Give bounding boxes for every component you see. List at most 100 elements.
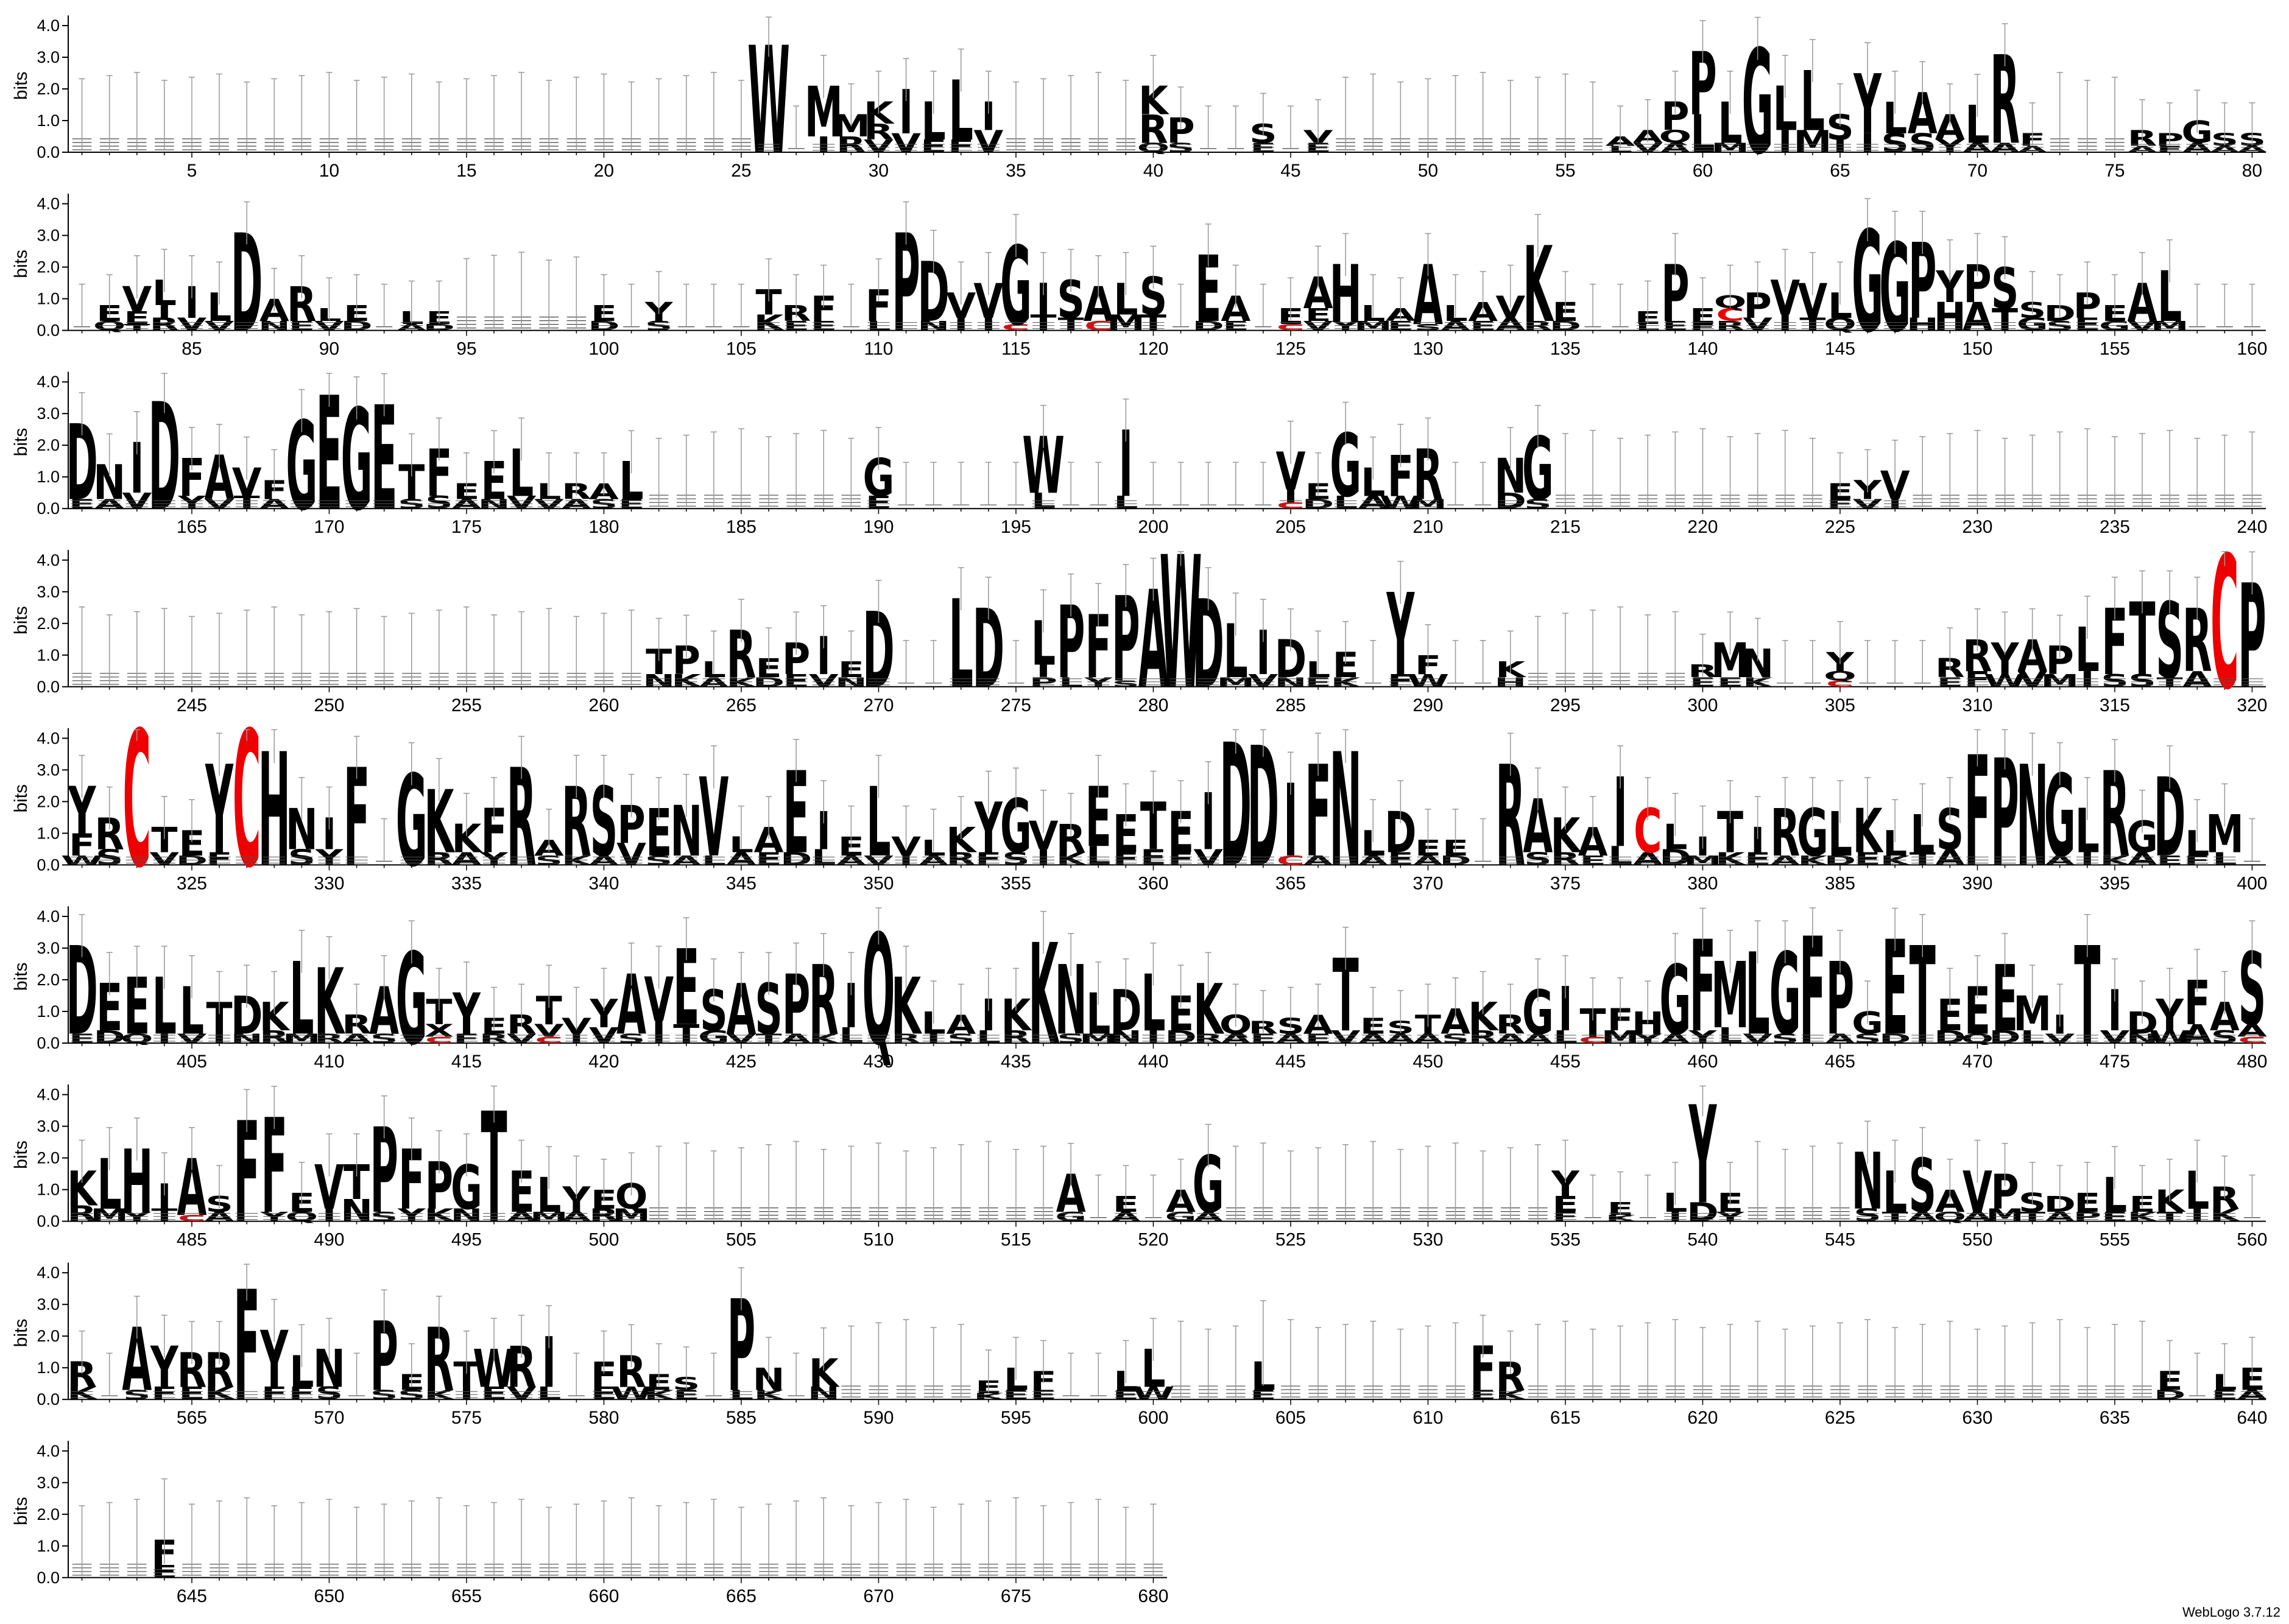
y-tick-label: 0.0 [37,1212,60,1231]
x-tick-label: 290 [1413,695,1443,715]
x-tick-label: 165 [177,517,207,537]
residue-X: X [425,1021,454,1041]
residue-S: S [123,1388,150,1403]
residue-E: E [1305,675,1331,690]
residue-G: G [2099,318,2131,334]
residue-A: A [1303,853,1334,868]
x-tick-label: 285 [1275,695,1306,715]
y-tick-label: 3.0 [37,1117,60,1136]
residue-T: T [1882,1209,1908,1225]
residue-S: S [398,1388,425,1403]
residue-A: A [1193,1209,1224,1225]
residue-E: E [1113,1388,1139,1403]
residue-Q: Q [286,1209,319,1225]
residue-S: S [1881,128,1908,158]
x-tick-label: 145 [1825,339,1855,359]
x-tick-label: 385 [1825,873,1855,893]
x-tick-label: 10 [319,161,339,181]
residue-A: A [919,853,949,868]
y-tick-label: 1.0 [37,1537,60,1555]
residue-W: W [2148,1027,2191,1047]
y-tick-label: 2.0 [37,436,60,454]
x-tick-label: 555 [2100,1230,2130,1250]
x-tick-label: 90 [319,339,339,359]
residue-I: I [817,801,831,862]
x-tick-label: 5 [187,161,197,181]
residue-K: K [1880,853,1911,868]
residue-Q: Q [1961,1032,1994,1047]
residue-I: I [817,625,831,686]
x-tick-label: 460 [1687,1052,1718,1072]
residue-I: I [2080,849,2095,869]
y-tick-label: 0.0 [37,1390,60,1408]
residue-M: M [1601,1027,1640,1047]
residue-V: V [1248,671,1278,691]
residue-S: S [1167,141,1194,156]
residue-E: E [1854,849,1880,869]
y-tick-label: 4.0 [37,195,60,213]
residue-M: M [1793,124,1832,160]
residue-A: A [1770,853,1801,868]
x-tick-label: 205 [1275,517,1306,537]
y-tick-label: 2.0 [37,971,60,989]
residue-R: R [891,1032,921,1047]
residue-K: K [2155,1184,2186,1219]
residue-A: A [671,853,702,868]
x-tick-label: 80 [2242,161,2262,181]
residue-W: W [610,1383,653,1404]
residue-T: T [1992,303,2018,338]
residue-Q: Q [1824,314,1857,334]
residue-D: D [588,318,619,334]
residue-I: I [157,302,172,322]
residue-D: D [93,1027,125,1047]
residue-A: A [1413,853,1444,868]
residue-I: I [157,1177,171,1217]
residue-V: V [1743,1032,1773,1047]
residue-R: R [589,1205,619,1225]
x-tick-label: 375 [1550,873,1581,893]
residue-D: D [1550,318,1581,334]
residue-F: F [2184,853,2210,868]
residue-L: L [2020,1027,2045,1047]
residue-N: N [1110,1027,1142,1047]
x-tick-label: 390 [1962,873,1992,893]
x-tick-label: 510 [863,1230,894,1250]
residue-A: A [1495,1032,1526,1047]
residue-I: I [981,991,995,1041]
residue-G: G [1055,1209,1087,1225]
x-tick-label: 635 [2100,1408,2130,1428]
residue-I: I [1751,820,1765,860]
residue-K: K [973,1391,1004,1401]
x-tick-label: 515 [1001,1230,1031,1250]
residue-S: S [2211,1027,2238,1047]
residue-C: C [535,1035,563,1045]
residue-A: A [1441,318,1471,334]
residue-Q: Q [1137,141,1170,156]
residue-I: I [459,1383,474,1404]
residue-E: E [1305,1032,1331,1047]
x-tick-label: 150 [1962,339,1992,359]
residue-R: R [1468,1027,1498,1047]
residue-T: T [2157,1209,2183,1225]
residue-W: W [1132,1383,1175,1404]
residue-R: R [150,314,180,334]
residue-F: F [1113,849,1139,869]
y-tick-label: 0.0 [37,1034,60,1052]
y-axis-label: bits [11,606,31,634]
x-tick-label: 520 [1138,1230,1168,1250]
residue-E: E [69,497,95,512]
residue-D: D [1824,853,1856,868]
x-tick-label: 230 [1962,517,1992,537]
residue-I: I [2190,1205,2204,1225]
x-tick-label: 540 [1687,1230,1718,1250]
x-tick-label: 550 [1962,1230,1992,1250]
residue-W: W [1380,493,1422,513]
x-tick-label: 130 [1413,339,1443,359]
residue-C: C [1002,323,1030,332]
x-tick-label: 60 [1693,161,1713,181]
residue-N: N [340,1193,373,1229]
residue-W: W [61,853,104,868]
x-tick-label: 215 [1550,517,1581,537]
y-tick-label: 2.0 [37,1505,60,1524]
